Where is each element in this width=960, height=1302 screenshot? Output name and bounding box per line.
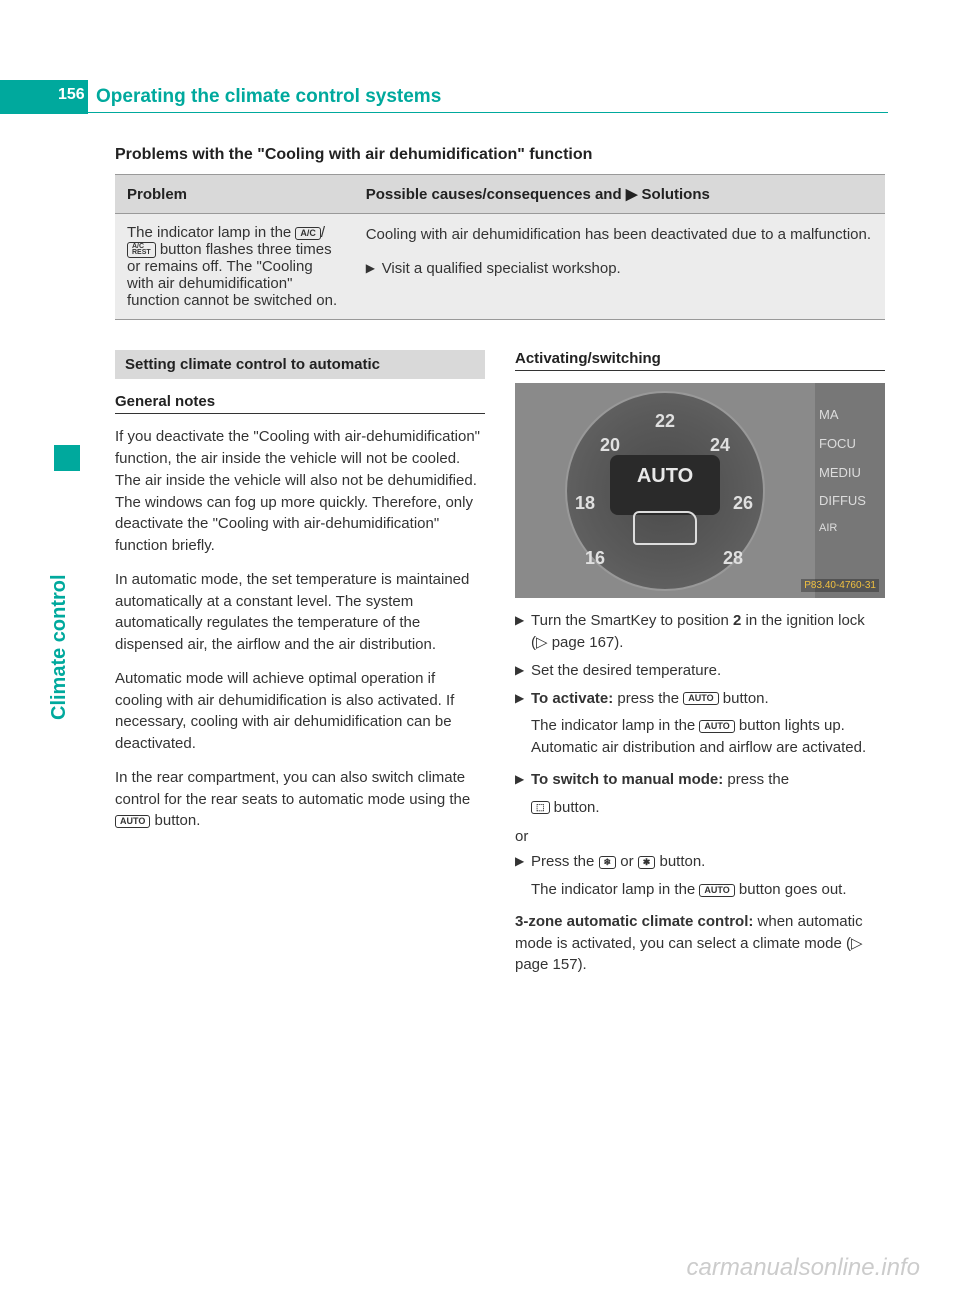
problems-table: Problem Possible causes/consequences and… (115, 174, 885, 320)
step-body: Turn the SmartKey to position 2 in the i… (531, 610, 885, 654)
dial-num: 22 (655, 411, 675, 432)
dial-num: 26 (733, 493, 753, 514)
activating-heading: Activating/switching (515, 350, 885, 371)
or-text: or (515, 828, 885, 845)
side-text: AIR (819, 516, 881, 540)
page-header-title: Operating the climate control systems (96, 86, 441, 108)
t: 3-zone automatic climate control: (515, 913, 753, 930)
header-rule (88, 112, 888, 113)
step-marker-icon: ▶ (366, 258, 382, 280)
left-column: Setting climate control to automatic Gen… (115, 350, 485, 988)
table-header-row: Problem Possible causes/consequences and… (115, 175, 885, 214)
col2-header-prefix: Possible causes/consequences and (366, 186, 626, 203)
solution-step: ▶ Visit a qualified specialist workshop. (366, 258, 873, 280)
step-body: Set the desired temperature. (531, 660, 885, 682)
side-text: DIFFUS (819, 487, 881, 516)
step: ▶ To switch to manual mode: press the (515, 769, 885, 791)
auto-button-icon: AUTO (683, 692, 718, 705)
step: ▶ To activate: press the AUTO button. (515, 688, 885, 710)
t: Turn the SmartKey to position (531, 612, 733, 629)
step: ▶ Press the ❄ or ✱ button. (515, 851, 885, 873)
t: The indicator lamp in the (531, 881, 699, 898)
solution-line1: Cooling with air dehumidification has be… (366, 224, 873, 246)
step-body: Press the ❄ or ✱ button. (531, 851, 885, 873)
side-text: MEDIU (819, 459, 881, 488)
auto-button-icon: AUTO (115, 815, 150, 828)
solution-step-text: Visit a qualified specialist workshop. (382, 258, 873, 280)
step: ▶ Turn the SmartKey to position 2 in the… (515, 610, 885, 654)
side-tab (54, 445, 80, 471)
col1-header: Problem (115, 175, 354, 214)
fan-button-icon: ✱ (638, 856, 656, 869)
watermark: carmanualsonline.info (687, 1254, 920, 1282)
problem-cell: The indicator lamp in the A/C/ A/CREST bu… (115, 214, 354, 320)
problem-suffix: button flashes three times or remains of… (127, 241, 337, 309)
t: The indicator lamp in the (531, 717, 699, 734)
step-marker-icon: ▶ (515, 688, 531, 710)
step-sub: ⬚ button. (531, 797, 885, 819)
step-sub: The indicator lamp in the AUTO button li… (531, 715, 885, 759)
side-text: FOCU (819, 430, 881, 459)
solution-cell: Cooling with air dehumidification has be… (354, 214, 885, 320)
ac-rest-button-icon: A/CREST (127, 242, 156, 259)
general-notes-heading: General notes (115, 393, 485, 414)
problems-title: Problems with the "Cooling with air dehu… (115, 146, 885, 164)
sep: / (321, 224, 325, 241)
ac-button-icon: A/C (295, 227, 321, 240)
dial-car-icon (633, 511, 697, 545)
step-sub: The indicator lamp in the AUTO button go… (531, 879, 885, 901)
step-marker-icon: ▶ (515, 851, 531, 873)
auto-button-icon: AUTO (699, 720, 734, 733)
page-number: 156 (58, 86, 85, 104)
para: If you deactivate the "Cooling with air-… (115, 426, 485, 557)
image-ref: P83.40-4760-31 (801, 579, 879, 592)
t: press the (613, 690, 683, 707)
t: To activate: (531, 690, 613, 707)
t: or (616, 853, 638, 870)
t: button. (655, 853, 705, 870)
col2-header-suffix: Solutions (637, 186, 710, 203)
page-content: Problems with the "Cooling with air dehu… (115, 146, 885, 988)
climate-dial-image: 16 18 20 22 24 26 28 AUTO MA FOCU MEDIU … (515, 383, 885, 598)
p4-prefix: In the rear compartment, you can also sw… (115, 769, 470, 808)
two-column-layout: Setting climate control to automatic Gen… (115, 350, 885, 988)
table-row: The indicator lamp in the A/C/ A/CREST bu… (115, 214, 885, 320)
auto-button-icon: AUTO (699, 884, 734, 897)
step-marker-icon: ▶ (515, 610, 531, 654)
step-body: To switch to manual mode: press the (531, 769, 885, 791)
setting-auto-heading: Setting climate control to automatic (115, 350, 485, 379)
t: button. (550, 799, 600, 816)
t: To switch to manual mode: (531, 771, 723, 788)
right-column: Activating/switching 16 18 20 22 24 26 2… (515, 350, 885, 988)
t: Press the (531, 853, 599, 870)
dial-side-panel: MA FOCU MEDIU DIFFUS AIR (815, 383, 885, 598)
t: press the (723, 771, 789, 788)
final-para: 3-zone automatic climate control: when a… (515, 911, 885, 976)
dial-center-label: AUTO (610, 455, 720, 515)
t: button. (719, 690, 769, 707)
step-marker-icon: ▶ (515, 660, 531, 682)
t: button goes out. (735, 881, 847, 898)
step: ▶ Set the desired temperature. (515, 660, 885, 682)
dial-num: 18 (575, 493, 595, 514)
para: Automatic mode will achieve optimal oper… (115, 668, 485, 755)
dial-num: 16 (585, 548, 605, 569)
defrost-button-icon: ❄ (599, 856, 617, 869)
step-marker-icon: ▶ (515, 769, 531, 791)
dial-num: 24 (710, 435, 730, 456)
para: In automatic mode, the set temperature i… (115, 569, 485, 656)
dial-num: 28 (723, 548, 743, 569)
p4-suffix: button. (155, 812, 201, 829)
para: In the rear compartment, you can also sw… (115, 767, 485, 832)
col2-header: Possible causes/consequences and ▶ Solut… (354, 175, 885, 214)
dial-num: 20 (600, 435, 620, 456)
side-text: MA (819, 401, 881, 430)
airflow-button-icon: ⬚ (531, 801, 550, 814)
side-section-label: Climate control (48, 574, 71, 720)
problem-prefix: The indicator lamp in the (127, 224, 295, 241)
step-body: To activate: press the AUTO button. (531, 688, 885, 710)
